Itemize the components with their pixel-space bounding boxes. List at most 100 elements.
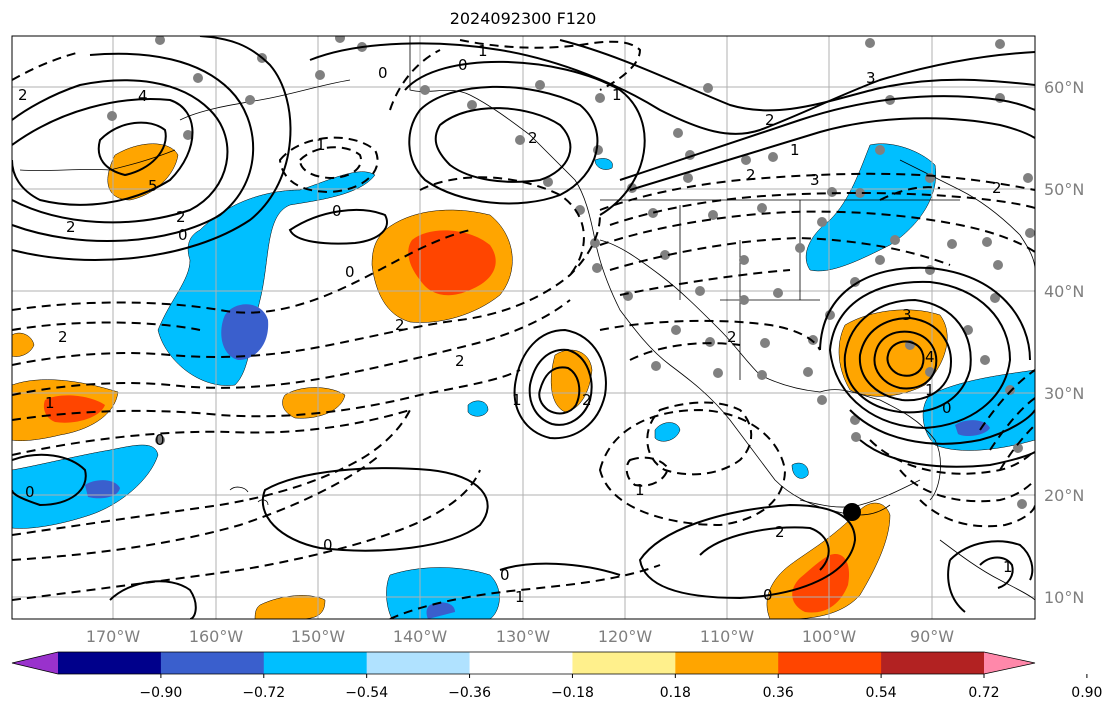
contour-label: 5 bbox=[148, 177, 158, 195]
storm-center-marker bbox=[843, 503, 861, 521]
contour-label: 1 bbox=[925, 381, 935, 399]
colorbar-tick-label: 0.72 bbox=[968, 685, 999, 701]
colorbar-tick-label: 0.54 bbox=[866, 685, 897, 701]
colorbar-segment bbox=[160, 652, 265, 674]
contour-label: 1 bbox=[478, 42, 488, 60]
dashed-contours bbox=[12, 39, 1035, 619]
colorbar-ticks: −0.90 −0.72 −0.54 −0.36 −0.18 0.18 0.36 0.54 0.7… bbox=[139, 674, 1102, 701]
contour-label: 0 bbox=[458, 56, 468, 74]
contour-label: 1 bbox=[612, 86, 622, 104]
contour-label: 1 bbox=[635, 481, 645, 499]
graticule bbox=[12, 36, 1035, 619]
positive-anomaly-core bbox=[408, 230, 496, 296]
colorbar-segments bbox=[12, 652, 1035, 674]
lon-label: 150°W bbox=[291, 627, 346, 646]
positive-anomaly-core bbox=[792, 554, 850, 613]
contour-label: 2 bbox=[66, 218, 76, 236]
positive-anomaly-region bbox=[12, 332, 35, 357]
colorbar-segment bbox=[572, 652, 676, 674]
colorbar-tick-label: −0.54 bbox=[345, 685, 388, 701]
contour-label: 0 bbox=[763, 586, 773, 604]
lat-label: 30°N bbox=[1044, 384, 1084, 403]
colorbar-tick-label: 0.18 bbox=[660, 685, 691, 701]
contour-label: 0 bbox=[345, 263, 355, 281]
contour-label: 2 bbox=[455, 352, 465, 370]
contour-label: 1 bbox=[512, 391, 522, 409]
colorbar-extend-low bbox=[12, 652, 58, 674]
contour-label: 1 bbox=[790, 141, 800, 159]
lon-label: 140°W bbox=[393, 627, 448, 646]
contour-label: 2 bbox=[58, 328, 68, 346]
colorbar-segment bbox=[881, 652, 985, 674]
contour-label: 2 bbox=[765, 111, 775, 129]
contour-label: 0 bbox=[378, 64, 388, 82]
contour-label: 3 bbox=[810, 171, 820, 189]
lat-label: 20°N bbox=[1044, 486, 1084, 505]
negative-anomaly-region bbox=[594, 158, 613, 170]
colorbar-tick-label: 0.90 bbox=[1071, 685, 1102, 701]
contour-label: 2 bbox=[727, 328, 737, 346]
contour-label: 0 bbox=[323, 536, 333, 554]
negative-anomaly-core bbox=[85, 480, 120, 499]
colorbar-tick-label: −0.18 bbox=[551, 685, 594, 701]
colorbar-segment bbox=[366, 652, 471, 674]
solid-contours bbox=[12, 36, 1035, 619]
colorbar-tick-label: −0.72 bbox=[242, 685, 285, 701]
negative-anomaly-region bbox=[12, 444, 159, 529]
latitude-labels: 60°N 50°N 40°N 30°N 20°N 10°N bbox=[1044, 78, 1084, 607]
colorbar: −0.90 −0.72 −0.54 −0.36 −0.18 0.18 0.36 0.54 0.7… bbox=[11, 651, 1102, 701]
lon-label: 120°W bbox=[598, 627, 653, 646]
map-title: 2024092300 F120 bbox=[449, 9, 597, 28]
contour-label: 0 bbox=[25, 483, 35, 501]
lon-label: 110°W bbox=[700, 627, 755, 646]
contour-label: 3 bbox=[902, 306, 912, 324]
contour-label: 2 bbox=[775, 523, 785, 541]
contour-label: 0 bbox=[332, 202, 342, 220]
contour-label: 0 bbox=[942, 399, 952, 417]
positive-anomaly-core bbox=[43, 395, 105, 423]
colorbar-segment bbox=[469, 652, 573, 674]
lon-label: 160°W bbox=[189, 627, 244, 646]
contour-label: 3 bbox=[866, 69, 876, 87]
negative-anomaly-region bbox=[467, 400, 489, 417]
colorbar-segment bbox=[778, 652, 882, 674]
colorbar-segment bbox=[675, 652, 779, 674]
anomaly-shading bbox=[12, 143, 1035, 619]
contour-label: 1 bbox=[515, 588, 525, 606]
colorbar-tick-label: −0.36 bbox=[448, 685, 491, 701]
colorbar-segment bbox=[58, 652, 162, 674]
lat-label: 40°N bbox=[1044, 282, 1084, 301]
longitude-labels: 170°W 160°W 150°W 140°W 130°W 120°W 110°… bbox=[86, 627, 954, 646]
contour-label: 2 bbox=[528, 129, 538, 147]
contour-label: 4 bbox=[138, 87, 148, 105]
lon-label: 100°W bbox=[802, 627, 857, 646]
contour-label: 4 bbox=[925, 348, 935, 366]
contour-label: 2 bbox=[18, 86, 28, 104]
contour-label: 1 bbox=[316, 136, 326, 154]
contour-label: 2 bbox=[746, 166, 756, 184]
contour-label: 1 bbox=[45, 394, 55, 412]
contour-label: 2 bbox=[395, 316, 405, 334]
lon-label: 130°W bbox=[496, 627, 551, 646]
negative-anomaly-region bbox=[654, 422, 681, 442]
colorbar-extend-high bbox=[984, 652, 1035, 674]
positive-anomaly-region bbox=[550, 349, 593, 413]
lat-label: 50°N bbox=[1044, 180, 1084, 199]
contour-label: 1 bbox=[1003, 558, 1013, 576]
plot-frame bbox=[11, 35, 1036, 620]
negative-anomaly-core bbox=[955, 420, 990, 436]
negative-anomaly-core bbox=[426, 602, 455, 619]
negative-anomaly-region bbox=[791, 462, 809, 479]
contour-labels: 1 0 3 4 2 5 0 1 2 1 2 3 2 2 2 0 0 2 1 2 … bbox=[18, 42, 1013, 606]
contour-label: 0 bbox=[178, 226, 188, 244]
lat-label: 10°N bbox=[1044, 588, 1084, 607]
station-markers bbox=[107, 36, 1035, 509]
lat-label: 60°N bbox=[1044, 78, 1084, 97]
negative-anomaly-core bbox=[221, 304, 269, 360]
contour-label: 0 bbox=[155, 431, 165, 449]
contour-label: 2 bbox=[992, 179, 1002, 197]
colorbar-tick-label: 0.36 bbox=[763, 685, 794, 701]
contour-label: 0 bbox=[500, 566, 510, 584]
contour-label: 2 bbox=[176, 208, 186, 226]
